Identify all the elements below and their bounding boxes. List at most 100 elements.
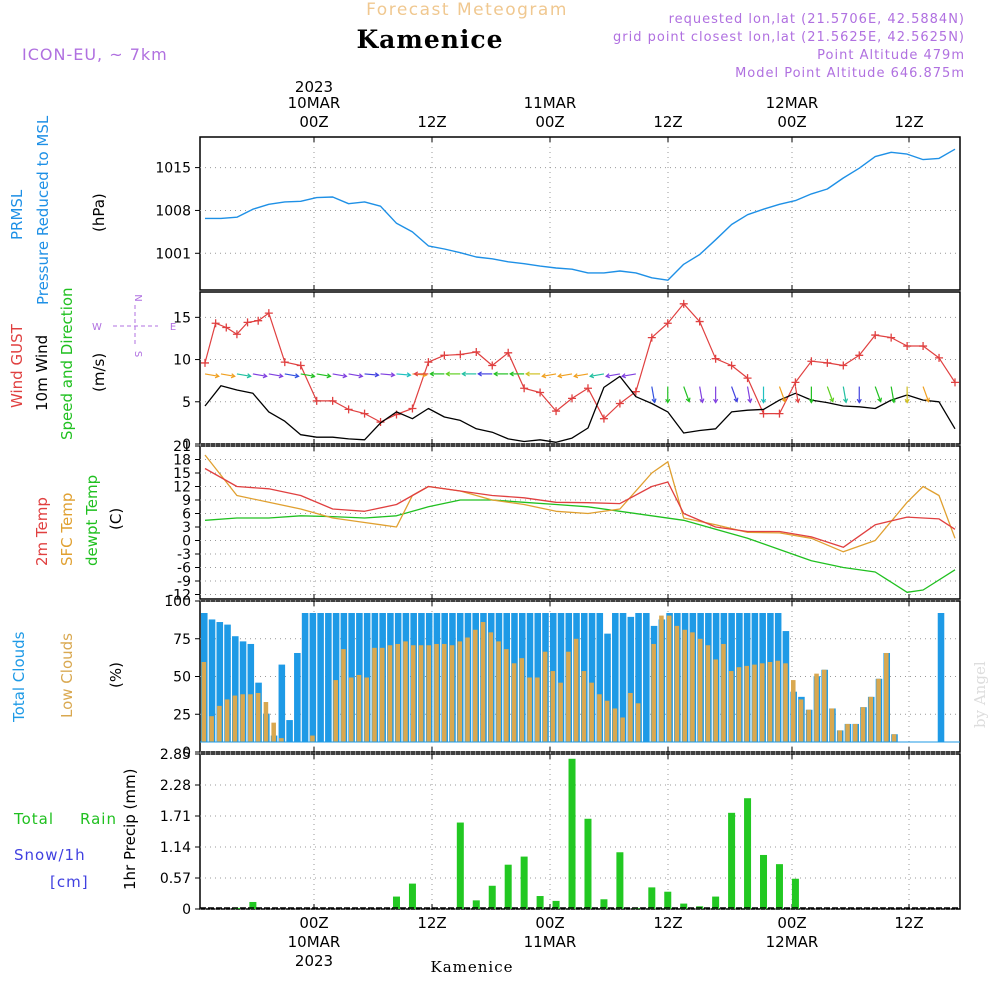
wind-arrow-head [477,371,482,377]
wind-arrow-head [808,398,814,404]
snow-label: Snow/1h [14,846,86,864]
precip-bar [456,822,464,909]
wind-arrow-head [390,372,396,378]
total-label: Total [13,810,54,828]
y-tick-label: 5 [182,395,191,411]
total-cloud-bar [278,664,286,742]
y-tick-label: -3 [177,547,191,563]
wind-arrow-head [760,398,767,404]
gust-point [264,309,273,318]
wind-arrow [542,373,557,377]
speed-dir-label: Speed and Direction [58,287,76,440]
wind-arrow [874,386,882,402]
total-cloud-bar [301,613,309,742]
precip-bar [712,896,720,909]
wind-arrow-head [310,373,316,379]
gust-point [823,358,832,367]
product-title: Forecast Meteogram [366,0,568,20]
low-cloud-bar [744,665,750,742]
low-cloud-bar [674,625,680,742]
model-altitude: Model Point Altitude 646.875m [735,66,965,81]
low-cloud-bar [535,677,540,742]
bottom-date-10mar: 10MAR [288,933,341,951]
pressure-label-2: Pressure Reduced to MSL [34,115,52,305]
wind10m-line [204,375,956,443]
gust-point [552,407,561,416]
low-cloud-bar [860,707,866,742]
low-cloud-bar [457,641,463,742]
gust-point [472,347,481,356]
temp-unit: (C) [107,508,125,530]
total-cloud-bar [588,613,596,742]
wind-arrow [268,373,283,377]
wind-arrow-head [461,371,467,377]
low-cloud-bar [511,663,517,742]
low-cloud-bar [721,643,726,742]
gust-point [615,399,624,408]
top-tick-label: 00Z [777,113,806,131]
low-cloud-bar [240,694,245,742]
gust-point [488,361,497,370]
gust-point [839,361,848,370]
pressure-unit: (hPa) [90,193,108,232]
low-cloud-bar [829,708,835,742]
wind-arrow-head [925,397,930,403]
low-cloud-bar [620,717,625,742]
y-tick-label: -6 [177,561,191,577]
low-cloud-bar [519,658,525,742]
y-tick-label: 15 [173,466,191,482]
location-title: Kamenice [356,25,503,54]
total-cloud-bar [317,613,324,742]
low-cloud-bar [573,638,579,742]
precip-bar [775,864,783,909]
gust-point [440,351,449,360]
precip-bar [616,852,624,909]
low-cloud-bar [496,641,501,742]
low-cloud-bar [279,738,284,742]
gust-point [424,358,433,367]
y-tick-label: 1008 [155,203,191,219]
gust-point [232,330,241,339]
gust-point [520,384,529,393]
wind-arrow-head [557,373,563,379]
low-cloud-bar [449,645,455,742]
top-tick-label: 00Z [299,113,328,131]
low-cloud-bar [310,735,315,742]
gust-point [376,418,385,427]
low-cloud-bar [682,629,687,742]
low-cloud-bar [814,673,819,742]
total-cloud-bar [604,633,611,742]
total-cloud-bar [239,641,247,742]
low-cloud-bar [488,632,494,742]
precip-bar [408,883,416,909]
wind-arrow [590,373,605,377]
wind-arrow-head [665,398,671,404]
wind-arrow [794,386,799,403]
low-cloud-bar [480,622,486,742]
wind-arrow-head [508,371,514,377]
low-cloud-bar [651,643,656,742]
wind-arrow-head [747,398,753,404]
wind-arrow-head [733,397,739,403]
wind-arrow-head [342,373,348,379]
low-cloud-bar [434,643,439,742]
low-cloud-bar [845,723,850,742]
low-cloud-bar [728,671,734,742]
compass-e: E [170,322,176,333]
low-cloud-bar [783,663,788,742]
wind-arrow-head [699,398,705,404]
wind-arrow [842,386,847,403]
bottom-year-label: 2023 [295,952,333,970]
precip-bar [552,900,560,909]
top-tick-label: 12Z [653,113,682,131]
low-cloud-bar [527,677,532,742]
bottom-tick-label: 12Z [894,914,923,932]
wind-arrow-head [842,398,849,404]
low-cloud-bar [853,723,858,742]
wind-arrow-head [230,373,236,379]
low-cloud-bar [248,694,253,742]
wind-arrow-head [604,373,611,379]
gust-point [456,350,465,359]
sfc-label: SFC Temp [58,493,76,566]
wind-arrow-head [713,398,719,404]
